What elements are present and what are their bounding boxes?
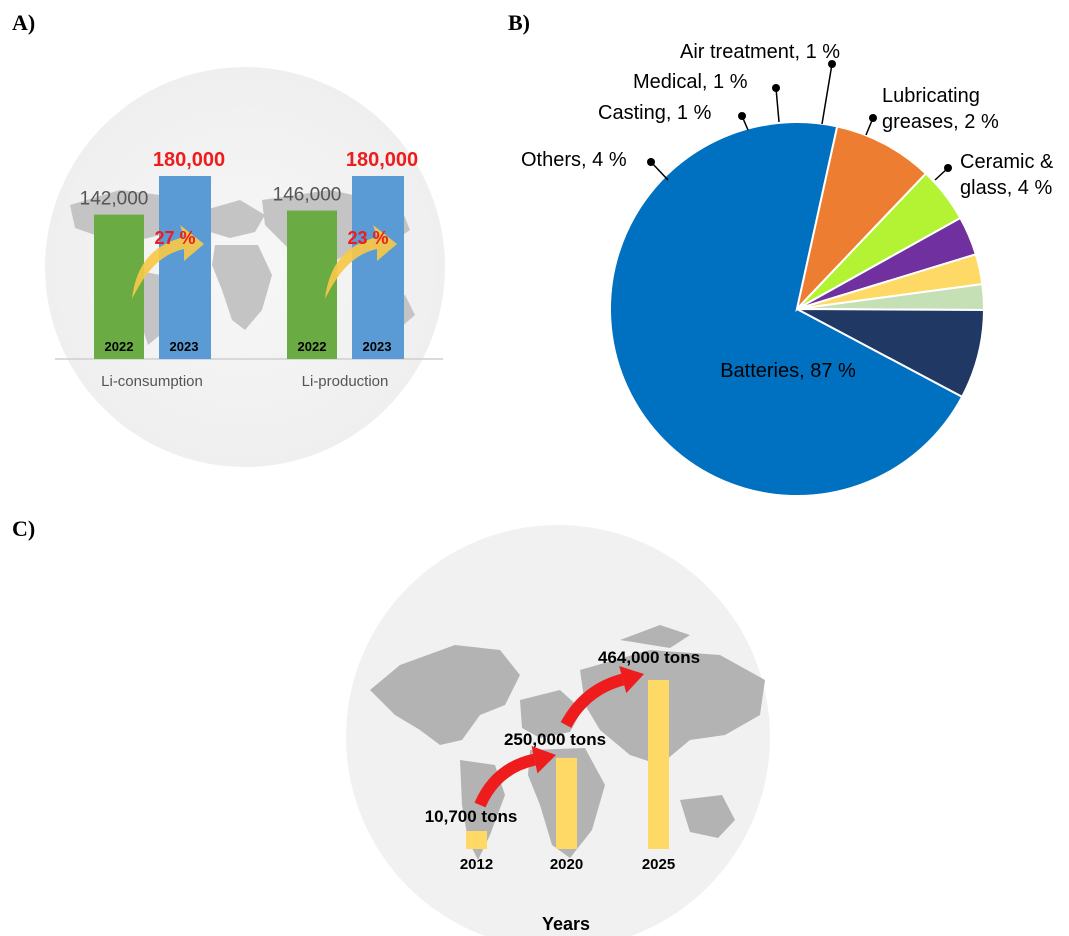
leader-line bbox=[775, 87, 780, 123]
growth-label: 27 % bbox=[154, 228, 195, 248]
pie-slice-0 bbox=[609, 121, 964, 497]
leader-dot bbox=[869, 114, 877, 122]
leader-dot bbox=[772, 84, 780, 92]
x-axis-label: Years bbox=[542, 914, 590, 934]
pie-label-2: Lubricating greases, 2 % bbox=[882, 85, 999, 133]
pie-slice-6 bbox=[796, 308, 986, 399]
leader-dot bbox=[647, 158, 655, 166]
bar-value-label: 146,000 bbox=[273, 185, 342, 206]
bar-value-label: 180,000 bbox=[153, 149, 225, 171]
bar-value-label: 180,000 bbox=[346, 149, 418, 171]
pie-label-batteries: Batteries, 87 % bbox=[720, 360, 856, 382]
pie-label-6: Others, 4 % bbox=[521, 149, 627, 171]
value-label: 250,000 tons bbox=[504, 730, 606, 749]
leader-line bbox=[650, 161, 669, 181]
pie-label-4: Medical, 1 % bbox=[633, 71, 748, 93]
pie-label-1: Ceramic & glass, 4 % bbox=[960, 151, 1054, 199]
growth-label: 23 % bbox=[347, 228, 388, 248]
growth-arrow bbox=[132, 225, 204, 299]
bar-2025 bbox=[648, 680, 669, 849]
leader-dot bbox=[944, 164, 952, 172]
bar-year-label: 2022 bbox=[105, 339, 134, 354]
leader-dot bbox=[738, 112, 746, 120]
bar-value-label: 142,000 bbox=[80, 189, 149, 210]
leader-dot bbox=[828, 60, 836, 68]
bar-2020 bbox=[556, 757, 577, 849]
leader-line bbox=[821, 63, 833, 125]
panel-label-a: A) bbox=[12, 10, 36, 35]
panel-c-chart: 2012 2020 2025 10,700 tons 250,000 tons 464,0… bbox=[425, 648, 700, 934]
bar-1-1 bbox=[352, 176, 404, 359]
pie-label-3: Air treatment, 1 % bbox=[680, 41, 840, 63]
value-label: 464,000 tons bbox=[598, 648, 700, 667]
panel-label-c: C) bbox=[12, 516, 36, 541]
group-label: Li-production bbox=[302, 373, 389, 390]
growth-arrow-head bbox=[531, 745, 556, 774]
panel-a-chart: 2022 142,000 2023 180,000 27 % Li-consumption… bbox=[80, 149, 418, 390]
panel-label-b: B) bbox=[508, 10, 530, 35]
growth-arrow bbox=[325, 225, 397, 299]
year-label: 2012 bbox=[460, 856, 493, 873]
bar-year-label: 2023 bbox=[363, 339, 392, 354]
pie-label-5: Casting, 1 % bbox=[598, 102, 712, 124]
group-label: Li-consumption bbox=[101, 373, 203, 390]
pie-slice-1 bbox=[795, 125, 928, 313]
panel-b-chart: Batteries, 87 % Ceramic & glass, 4 % Lubric… bbox=[521, 41, 1054, 497]
bar-year-label: 2022 bbox=[298, 339, 327, 354]
value-label: 10,700 tons bbox=[425, 807, 518, 826]
growth-arrow-head bbox=[619, 666, 644, 694]
growth-arrow-shaft bbox=[474, 753, 536, 808]
growth-arrow-shaft bbox=[560, 673, 625, 728]
bar-2012 bbox=[466, 831, 487, 849]
year-label: 2025 bbox=[642, 856, 675, 873]
bar-0-1 bbox=[159, 176, 211, 359]
bar-year-label: 2023 bbox=[170, 339, 199, 354]
year-label: 2020 bbox=[550, 856, 583, 873]
